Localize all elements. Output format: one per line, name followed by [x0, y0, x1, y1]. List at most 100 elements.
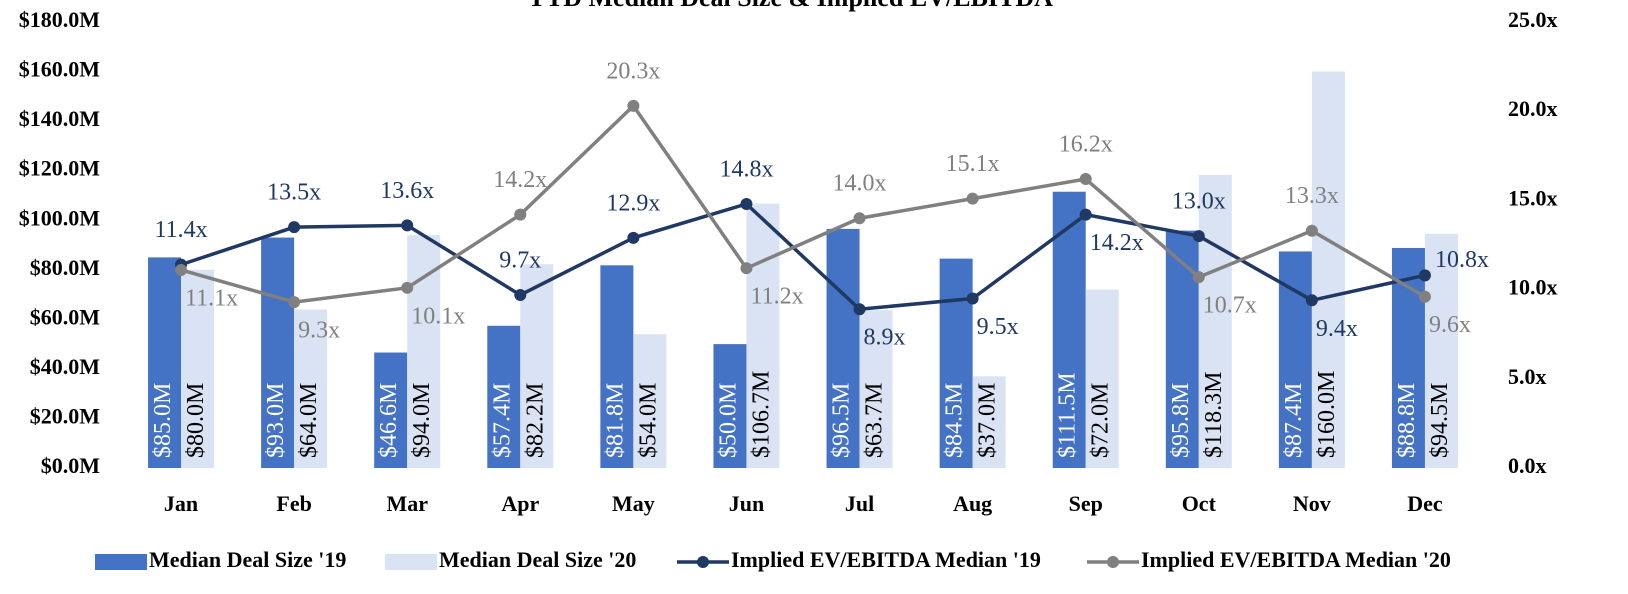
bar-value-label: $84.5M — [942, 383, 968, 458]
bar — [294, 309, 328, 468]
line-value-label: 13.6x — [380, 178, 434, 204]
bar — [1085, 289, 1119, 468]
line-point — [853, 303, 866, 316]
x-tick-label: Nov — [1293, 491, 1331, 516]
bar — [487, 325, 521, 468]
line-value-label: 20.3x — [606, 58, 660, 84]
bar-value-label: $93.0M — [263, 383, 289, 458]
x-tick-label: Mar — [386, 491, 428, 516]
bar-value-label: $88.8M — [1394, 383, 1420, 458]
line-value-label: 13.5x — [267, 180, 321, 206]
line-point — [1418, 269, 1431, 282]
line-value-label: 14.2x — [493, 167, 547, 193]
bar — [1052, 191, 1086, 468]
bar — [713, 344, 747, 468]
x-tick-label: Feb — [276, 491, 311, 516]
bar-value-label: $82.2M — [522, 383, 548, 458]
bar — [972, 376, 1006, 468]
line-value-label: 13.0x — [1172, 189, 1226, 215]
bar — [520, 264, 554, 468]
line — [180, 202, 1426, 312]
line-value-label: 14.2x — [1090, 230, 1144, 256]
line-value-label: 15.1x — [946, 151, 1000, 177]
bar — [1391, 247, 1425, 468]
line-point — [627, 99, 640, 112]
line-value-label: 10.7x — [1203, 293, 1257, 319]
y-tick-label: $80.0M — [30, 255, 101, 280]
bar-value-label: $80.0M — [183, 383, 209, 458]
line-value-label: 11.4x — [154, 217, 207, 243]
line-value-label: 11.1x — [185, 285, 238, 311]
line-point — [966, 292, 979, 305]
bar — [407, 235, 441, 468]
bar — [181, 269, 215, 468]
bar-value-label: $94.5M — [1427, 383, 1453, 458]
line-point — [627, 231, 640, 244]
x-tick-label: Apr — [501, 491, 539, 516]
line-point — [401, 219, 414, 232]
bar — [1424, 233, 1458, 468]
bar — [1311, 71, 1345, 469]
line-point — [401, 281, 414, 294]
legend-swatch — [1107, 556, 1119, 568]
bar — [374, 352, 408, 468]
legend-label: Median Deal Size '20 — [439, 547, 636, 572]
bar-value-label: $118.3M — [1201, 372, 1227, 458]
bar-value-label: $50.0M — [715, 383, 741, 458]
bar — [261, 237, 295, 468]
y2-tick-label: 0.0x — [1508, 453, 1547, 478]
y-tick-label: $0.0M — [41, 453, 101, 478]
y2-tick-label: 5.0x — [1508, 364, 1547, 389]
bar — [1198, 174, 1232, 468]
y-tick-label: $100.0M — [19, 205, 101, 230]
line-point — [1305, 294, 1318, 307]
bar — [859, 310, 893, 468]
bar-value-label: $85.0M — [150, 383, 176, 458]
line-value-label: 16.2x — [1059, 131, 1113, 157]
line-point — [1079, 208, 1092, 221]
bar-value-label: $106.7M — [748, 371, 774, 458]
legend-label: Implied EV/EBITDA Median '19 — [731, 547, 1041, 572]
bar-value-label: $81.8M — [602, 383, 628, 458]
bar-value-label: $95.8M — [1168, 383, 1194, 458]
bar — [633, 334, 667, 468]
x-tick-label: Aug — [953, 491, 992, 516]
bar — [148, 257, 182, 468]
line-point — [1192, 230, 1205, 243]
line-point — [966, 192, 979, 205]
line-value-label: 13.3x — [1285, 183, 1339, 209]
line — [180, 103, 1426, 304]
x-tick-label: Jun — [729, 491, 764, 516]
legend-label: Median Deal Size '19 — [149, 547, 346, 572]
legend-swatch — [385, 554, 437, 570]
y2-tick-label: 25.0x — [1508, 7, 1558, 32]
y-tick-label: $140.0M — [19, 106, 101, 131]
bar-value-label: $96.5M — [829, 383, 855, 458]
bar — [746, 203, 780, 469]
line-point — [1192, 271, 1205, 284]
line-value-label: 14.8x — [719, 156, 773, 182]
bar-value-label: $87.4M — [1281, 383, 1307, 458]
line-point — [288, 296, 301, 309]
bar — [600, 265, 634, 468]
y-tick-label: $60.0M — [30, 304, 101, 329]
x-tick-label: Sep — [1069, 491, 1103, 516]
bar — [826, 228, 860, 468]
y-tick-label: $160.0M — [19, 57, 101, 82]
bar — [1278, 251, 1312, 468]
x-tick-label: Oct — [1182, 491, 1217, 516]
line-point — [740, 262, 753, 275]
x-tick-label: Jan — [164, 491, 198, 516]
line-value-label: 8.9x — [864, 325, 906, 351]
y-tick-label: $180.0M — [19, 7, 101, 32]
line-point — [1079, 172, 1092, 185]
line-point — [1305, 224, 1318, 237]
line-point — [1418, 290, 1431, 303]
y-tick-label: $40.0M — [30, 354, 101, 379]
line-point — [514, 288, 527, 301]
line-value-label: 9.3x — [298, 318, 340, 344]
bar-value-label: $37.0M — [975, 383, 1001, 458]
bar-value-label: $63.7M — [862, 383, 888, 458]
legend-swatch — [95, 554, 147, 570]
